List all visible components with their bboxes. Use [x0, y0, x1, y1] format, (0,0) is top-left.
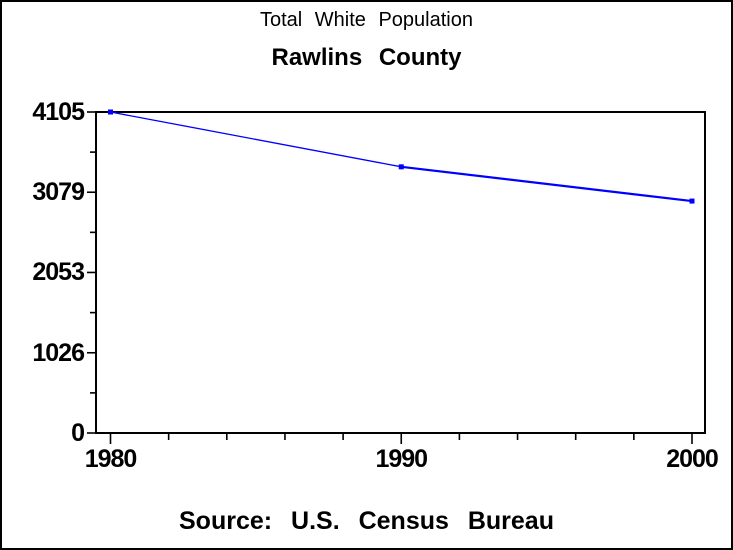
- chart-title: Total White Population: [259, 9, 473, 31]
- y-tick-label: 1026: [32, 338, 85, 367]
- data-point-marker: [398, 164, 404, 170]
- x-tick-label: 1980: [84, 445, 138, 473]
- y-tick-label: 2053: [32, 258, 85, 287]
- data-point-marker: [689, 198, 695, 204]
- data-line-segment: [401, 165, 693, 203]
- x-tick-label: 1990: [375, 445, 428, 473]
- x-tick-label: 2000: [666, 445, 719, 473]
- chart-subtitle: Rawlins County: [271, 44, 462, 71]
- data-point-marker: [108, 109, 113, 115]
- y-tick-label: 3079: [32, 178, 85, 207]
- source-note: Source: U.S. Census Bureau: [179, 507, 554, 535]
- y-tick-label: 0: [71, 419, 85, 447]
- y-tick-label: 4105: [32, 98, 85, 126]
- data-line-segment: [110, 111, 402, 168]
- plot-frame: [95, 111, 706, 434]
